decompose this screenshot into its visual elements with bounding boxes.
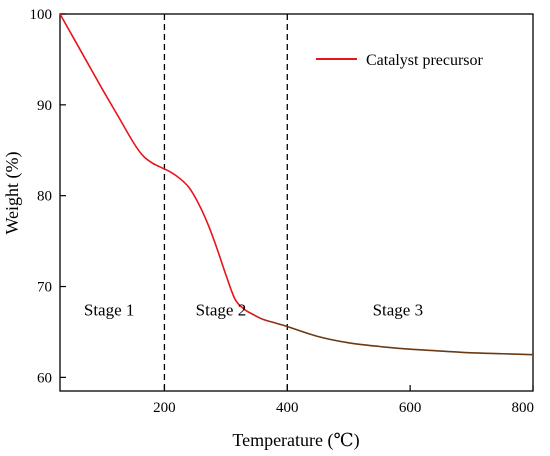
plot-frame [59, 13, 534, 392]
stage-label-1: Stage 1 [84, 301, 135, 320]
y-axis-ticks: 60 70 80 90 100 [30, 7, 66, 386]
y-axis-title: Weight (%) [2, 151, 23, 234]
x-axis-ticks: 200 400 600 800 [153, 385, 534, 416]
x-tick-label-800: 800 [512, 400, 535, 416]
y-tick-label-80: 80 [37, 189, 52, 205]
x-tick-label-600: 600 [399, 400, 422, 416]
legend-label-catalyst-precursor: Catalyst precursor [366, 52, 484, 69]
x-tick-label-400: 400 [276, 400, 299, 416]
catalyst-precursor-line [59, 13, 534, 356]
y-tick-label-60: 60 [37, 370, 52, 386]
stage-annotations: Stage 1 Stage 2 Stage 3 [84, 301, 423, 320]
y-tick-label-70: 70 [37, 280, 52, 296]
stage-dividers [163, 14, 288, 391]
legend: Catalyst precursor [316, 52, 484, 69]
y-tick-label-90: 90 [37, 98, 52, 114]
x-tick-label-200: 200 [153, 400, 176, 416]
stage-label-3: Stage 3 [373, 301, 424, 320]
stage-label-2: Stage 2 [196, 301, 247, 320]
x-axis-title: Temperature (℃) [232, 430, 359, 451]
y-tick-label-100: 100 [30, 7, 53, 23]
